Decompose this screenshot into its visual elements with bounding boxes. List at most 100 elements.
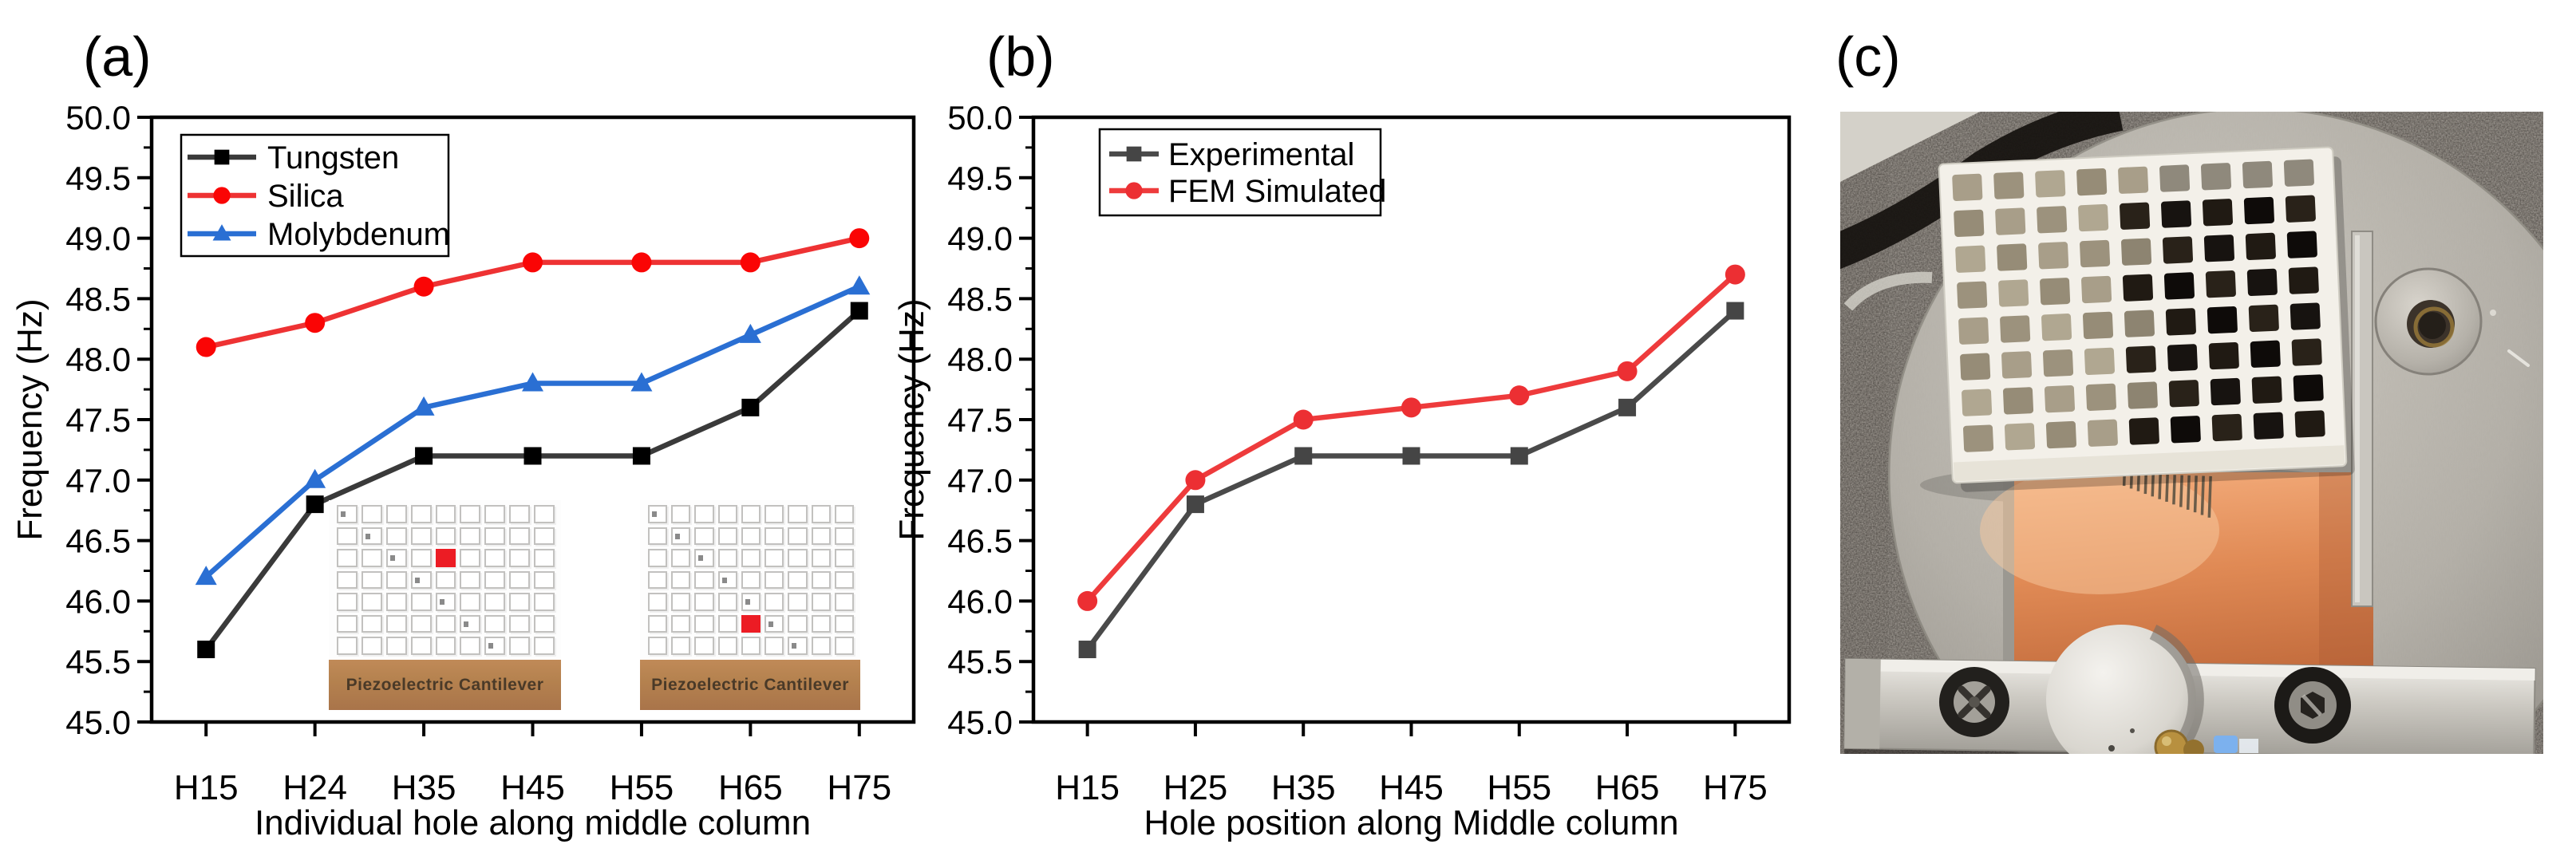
inset-cell (648, 505, 668, 523)
y-tick-label: 50.0 (65, 99, 131, 136)
legend-label: Silica (267, 179, 344, 214)
inset-cell (671, 637, 691, 655)
x-tick-label: H55 (1487, 768, 1551, 807)
y-tick-label: 49.5 (947, 160, 1013, 197)
marker-experimental (1726, 302, 1744, 320)
inset-cell (484, 505, 506, 523)
inset-cell (337, 527, 358, 546)
lattice-hole (1962, 389, 1993, 416)
inset-cell (671, 505, 691, 523)
inset-cell (788, 505, 808, 523)
inset-cell (811, 637, 831, 655)
metal-strip (2351, 231, 2373, 607)
x-tick-label: H65 (718, 768, 783, 807)
lattice-hole (1958, 317, 1989, 345)
lattice-hole (1954, 209, 1985, 237)
disc-mark (2490, 310, 2496, 316)
y-tick-label: 49.5 (65, 160, 131, 197)
inset-cell (765, 527, 784, 546)
inset-cell (717, 505, 737, 523)
lattice-hole (2211, 413, 2242, 442)
piezo-cantilever-bar: Piezoelectric Cantilever (329, 660, 561, 710)
y-tick-label: 48.0 (947, 341, 1013, 378)
inset-cell (337, 505, 358, 523)
inset-cell (435, 505, 456, 523)
lattice-hole (2165, 308, 2196, 336)
lattice-hole (2035, 170, 2066, 198)
inset-cell (534, 570, 555, 590)
x-axis-title: Individual hole along middle column (255, 803, 811, 842)
inset-cell (410, 549, 432, 567)
x-tick-label: H45 (500, 768, 565, 807)
cylinder-face (2046, 625, 2196, 754)
y-tick-label: 46.0 (65, 582, 131, 620)
inset-cell (648, 637, 668, 655)
x-tick-label: H35 (392, 768, 456, 807)
chart-a: 45.0 45.5 46.0 46.5 47.0 47.5 48.0 48.5 49.0 49.5… (10, 99, 916, 842)
lattice-hole (2001, 351, 2033, 379)
y-tick-label: 45.0 (65, 704, 131, 741)
lattice-hole (2286, 231, 2317, 258)
lattice-hole (2125, 345, 2156, 373)
lattice-hole (2000, 315, 2031, 343)
inset-cell (509, 505, 531, 523)
marker-fem-simulated (1293, 409, 1314, 430)
inset-cell (765, 505, 784, 523)
electrode-finger (2172, 475, 2176, 505)
inset-cell (337, 637, 358, 655)
setup-photo-svg (1840, 112, 2543, 754)
series-line-fem-simulated (1085, 271, 1738, 604)
y-tick-label: 49.0 (65, 220, 131, 258)
marker-silica (305, 313, 326, 333)
inset-cell (361, 614, 382, 633)
y-tick-label: 46.5 (65, 523, 131, 560)
brass-fitting (2154, 729, 2189, 754)
x-tick-label: H75 (1703, 768, 1768, 807)
electrode-finger (2193, 475, 2198, 513)
inset-cell (741, 593, 761, 611)
inset-cell (694, 593, 714, 611)
electrode-finger (2186, 475, 2191, 510)
lattice-hole (2253, 412, 2284, 440)
inset-diagonal-mark (721, 577, 727, 583)
inset-cell (534, 505, 555, 523)
marker-tungsten (214, 149, 230, 165)
right-screw-glint (2301, 694, 2322, 716)
inset-cell (435, 637, 456, 655)
lattice-hole (2045, 420, 2076, 449)
inset-diagonal-mark (768, 621, 774, 627)
inset-cell (788, 637, 808, 655)
lattice-hole (2163, 272, 2195, 300)
lattice-hole (1998, 279, 2029, 307)
marker-molybdenum (630, 372, 653, 392)
inset-cell (337, 614, 358, 633)
inset-hole-grid (329, 500, 561, 660)
inset-cell (834, 549, 854, 567)
y-tick-label: 49.0 (947, 220, 1013, 258)
marker-experimental (1510, 447, 1528, 465)
inset-cell (385, 593, 407, 611)
lattice-front-face (1953, 445, 2345, 482)
x-tick-label: H65 (1595, 768, 1660, 807)
inset-cell (484, 593, 506, 611)
inset-cell (534, 593, 555, 611)
inset-cell (484, 637, 506, 655)
inset-cell (741, 637, 761, 655)
marker-silica (213, 187, 231, 204)
y-tick-label: 47.5 (947, 401, 1013, 439)
inset-cell (410, 505, 432, 523)
panel-a-label: (a) (83, 26, 152, 88)
marker-fem-simulated (1401, 397, 1421, 418)
lattice-hole (2040, 278, 2071, 306)
inset-diagonal-mark (698, 555, 704, 562)
y-tick-label: 45.0 (947, 704, 1013, 741)
marker-molybdenum (848, 275, 871, 295)
inset-cell (509, 570, 531, 590)
lattice-hole (1952, 173, 1983, 202)
inset-cell (717, 570, 737, 590)
inset-diagonal-mark (652, 511, 657, 517)
inset-cell (337, 549, 358, 567)
y-tick-label: 45.5 (65, 643, 131, 680)
x-tick-label: H55 (610, 768, 674, 807)
lattice-hole (2245, 232, 2276, 261)
